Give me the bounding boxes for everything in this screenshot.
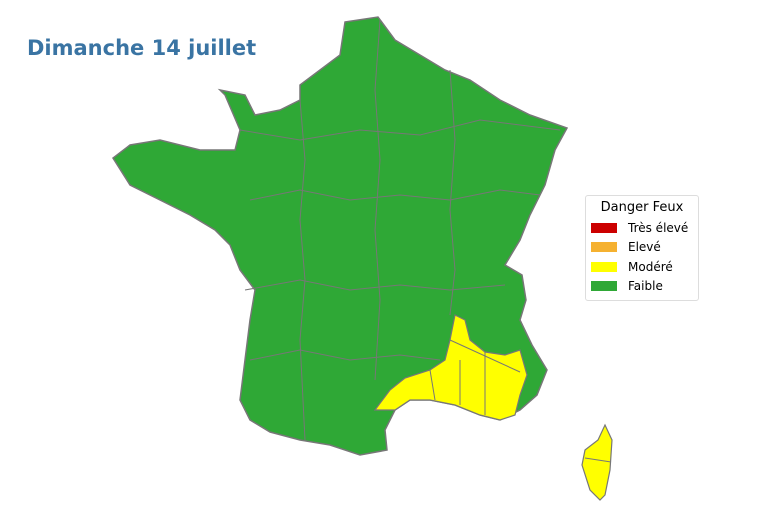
legend-label: Elevé	[628, 240, 661, 255]
legend-label: Faible	[628, 279, 663, 294]
legend-item-modere: Modéré	[586, 257, 698, 277]
legend-title: Danger Feux	[600, 200, 684, 215]
legend-item-eleve: Elevé	[586, 238, 698, 258]
department-borders	[239, 19, 561, 441]
region-corse-modere	[581, 423, 613, 501]
corse-department-border	[584, 457, 612, 463]
legend-item-faible: Faible	[586, 277, 698, 297]
legend: Danger Feux Très élevé Elevé Modéré Faib…	[585, 195, 699, 301]
legend-label: Modéré	[628, 259, 673, 274]
southeast-department-borders	[429, 339, 521, 415]
map-title: Dimanche 14 juillet	[27, 36, 257, 60]
region-southeast-modere	[373, 314, 528, 421]
legend-swatch	[591, 222, 617, 233]
legend-swatch	[591, 242, 617, 253]
legend-swatch	[591, 261, 617, 272]
legend-label: Très élevé	[628, 220, 689, 235]
legend-item-tres-eleve: Très élevé	[586, 218, 698, 238]
legend-swatch	[591, 281, 617, 292]
